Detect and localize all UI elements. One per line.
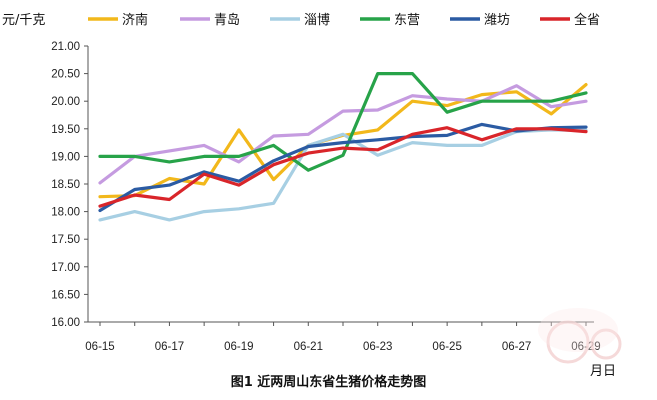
series-line-3 <box>98 128 588 222</box>
legend-label: 全省 <box>574 12 600 28</box>
x-tick-label: 06-17 <box>155 341 184 353</box>
y-tick-label: 19.50 <box>51 124 80 136</box>
legend: 济南 青岛 淄博 东营 潍坊 全省 <box>88 12 600 28</box>
y-axis-label: 元/千克 <box>2 13 45 28</box>
chart-caption: 图1 近两周山东省生猪价格走势图 <box>230 375 427 390</box>
y-tick-label: 18.50 <box>51 179 80 191</box>
y-tick-label: 21.00 <box>51 41 80 53</box>
y-tick-label: 17.00 <box>51 262 80 274</box>
legend-label: 济南 <box>122 12 148 28</box>
legend-label: 东营 <box>394 13 420 28</box>
y-tick-label: 18.00 <box>51 207 80 219</box>
x-tick-label: 06-21 <box>294 341 323 353</box>
x-tick-label: 06-15 <box>85 341 114 353</box>
series-line-2 <box>98 84 588 185</box>
x-axis-label: 月日 <box>590 364 617 379</box>
x-tick-label: 06-23 <box>363 341 392 353</box>
legend-label: 淄博 <box>304 13 330 28</box>
x-tick-label: 06-25 <box>432 341 461 353</box>
legend-label: 潍坊 <box>484 13 510 28</box>
axes: 16.00 16.50 17.00 17.50 18.00 18.50 19.00 19.50… <box>51 41 600 353</box>
x-tick-label: 06-29 <box>571 341 600 353</box>
series-lines <box>98 71 588 222</box>
y-tick-label: 16.50 <box>51 289 80 301</box>
y-tick-label: 20.50 <box>51 69 80 81</box>
y-tick-label: 17.50 <box>51 234 80 246</box>
series-line-4 <box>98 71 588 172</box>
y-tick-label: 16.00 <box>51 317 80 329</box>
y-tick-label: 19.00 <box>51 151 80 163</box>
series-line-6 <box>98 126 588 208</box>
legend-label: 青岛 <box>214 12 240 28</box>
x-tick-label: 06-27 <box>502 341 531 353</box>
y-tick-label: 20.00 <box>51 96 80 108</box>
series-line-5 <box>98 122 588 213</box>
x-tick-label: 06-19 <box>224 341 253 353</box>
